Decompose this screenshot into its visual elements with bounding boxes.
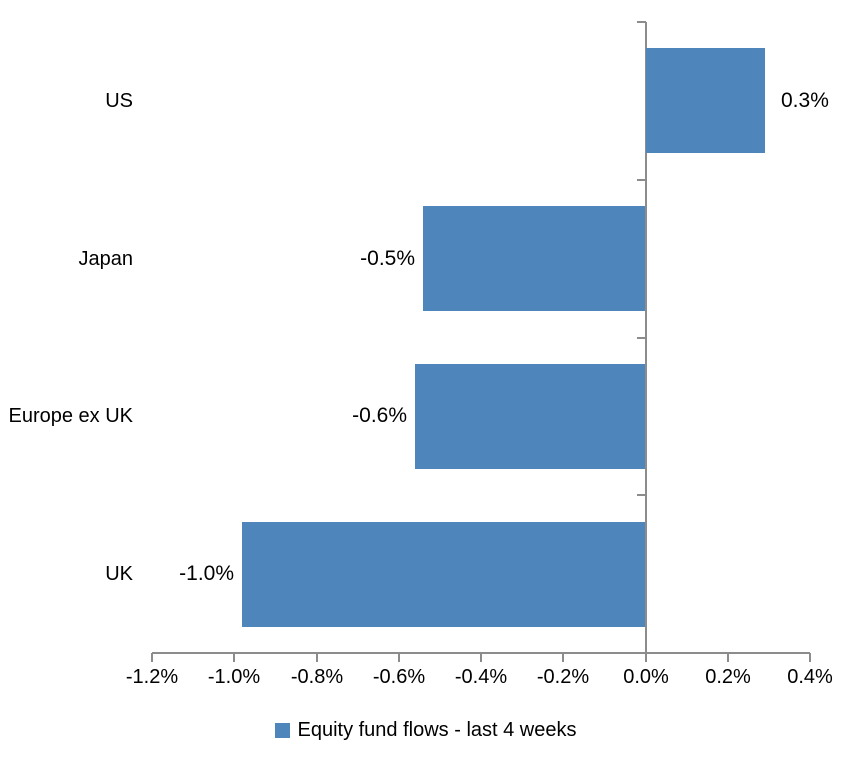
x-tick-label: -0.8% — [290, 666, 344, 688]
x-axis-tick — [316, 653, 318, 662]
x-axis-tick — [398, 653, 400, 662]
bar-us — [646, 48, 765, 153]
x-axis-tick — [809, 653, 811, 662]
x-tick-label: 0.0% — [623, 666, 669, 688]
category-boundary-tick — [637, 21, 646, 23]
bar-japan — [423, 206, 645, 311]
category-boundary-tick — [637, 337, 646, 339]
x-axis-tick — [562, 653, 564, 662]
x-tick-label: -0.6% — [372, 666, 426, 688]
category-label: Japan — [78, 248, 134, 270]
x-axis-tick — [480, 653, 482, 662]
data-label: -0.5% — [360, 247, 415, 270]
x-axis-tick — [645, 653, 647, 662]
data-label: -0.6% — [352, 404, 407, 427]
x-axis-tick — [151, 653, 153, 662]
y-axis-line — [645, 22, 647, 655]
category-label: Europe ex UK — [8, 405, 133, 427]
x-tick-label: -0.4% — [454, 666, 508, 688]
x-axis-tick — [233, 653, 235, 662]
legend-label: Equity fund flows - last 4 weeks — [297, 718, 577, 741]
category-label: US — [105, 90, 133, 112]
x-tick-label: -0.2% — [536, 666, 590, 688]
x-tick-label: -1.2% — [125, 666, 179, 688]
x-axis-tick — [727, 653, 729, 662]
category-boundary-tick — [637, 179, 646, 181]
legend-marker-icon — [275, 722, 291, 738]
category-boundary-tick — [637, 494, 646, 496]
data-label: -1.0% — [179, 562, 234, 585]
chart-legend: Equity fund flows - last 4 weeks — [0, 716, 852, 744]
x-tick-label: 0.2% — [705, 666, 751, 688]
bar-uk — [242, 522, 645, 627]
x-tick-label: -1.0% — [207, 666, 261, 688]
bar-europe-ex-uk — [415, 364, 645, 469]
x-tick-label: 0.4% — [787, 666, 833, 688]
category-label: UK — [105, 563, 133, 585]
data-label: 0.3% — [781, 89, 829, 112]
